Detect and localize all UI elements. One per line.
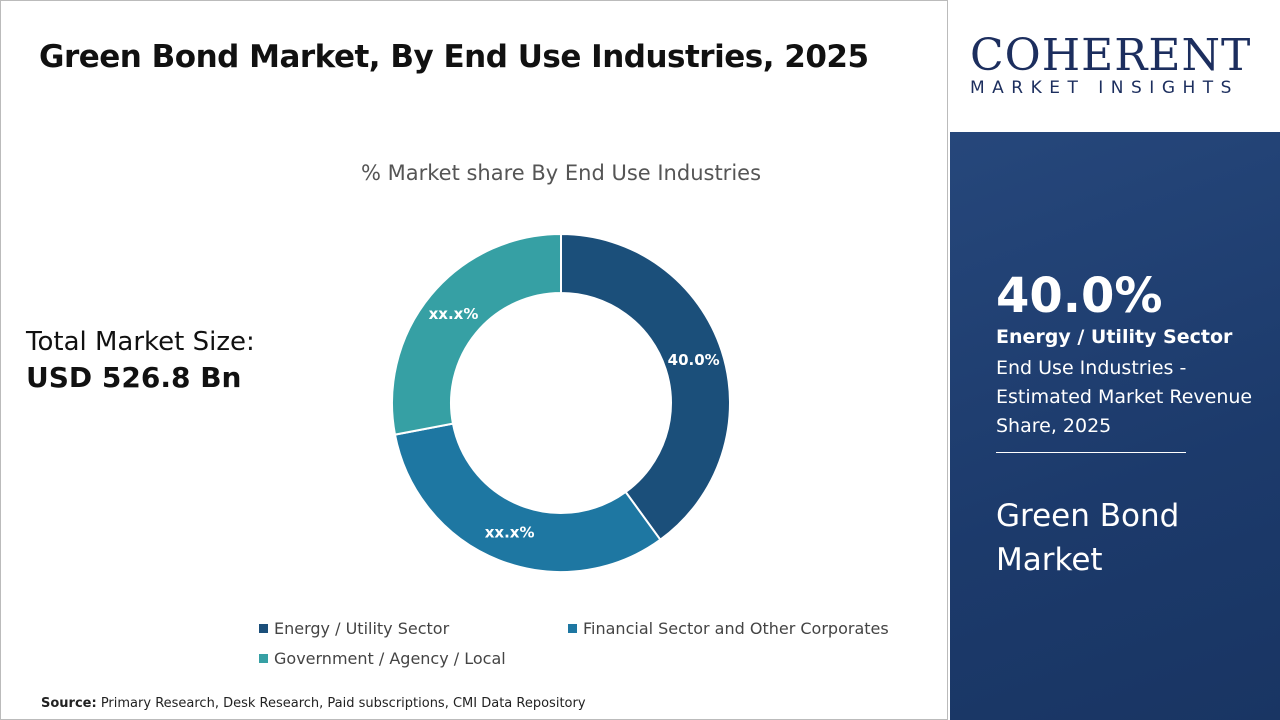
logo-tagline: MARKET INSIGHTS xyxy=(970,78,1239,98)
data-label: xx.x% xyxy=(485,524,535,542)
donut-slice xyxy=(393,422,662,573)
highlight-segment: Energy / Utility Sector xyxy=(996,326,1233,348)
legend-label: Financial Sector and Other Corporates xyxy=(583,619,889,638)
legend-swatch xyxy=(259,624,268,633)
legend-item-energy: Energy / Utility Sector xyxy=(259,619,449,638)
logo-name: COHERENT xyxy=(970,30,1252,81)
data-label: xx.x% xyxy=(429,305,479,323)
data-label: 40.0% xyxy=(668,351,720,369)
legend-swatch xyxy=(259,654,268,663)
source-label: Source: xyxy=(41,696,97,711)
legend-label: Energy / Utility Sector xyxy=(274,619,450,638)
donut-slice xyxy=(560,232,731,542)
chart-title: % Market share By End Use Industries xyxy=(360,161,762,185)
highlight-panel: 40.0% Energy / Utility Sector End Use In… xyxy=(950,132,1280,720)
donut-chart: 40.0% xx.x% xx.x% xyxy=(391,232,731,573)
total-market-size: Total Market Size: USD 526.8 Bn xyxy=(26,327,255,394)
total-label: Total Market Size: xyxy=(26,327,255,357)
chart-area: Green Bond Market, By End Use Industries… xyxy=(0,0,948,720)
market-name: Green Bond Market xyxy=(996,498,1180,578)
legend-item-government: Government / Agency / Local xyxy=(259,649,506,668)
total-value: USD 526.8 Bn xyxy=(26,361,242,394)
source-text: Primary Research, Desk Research, Paid su… xyxy=(96,696,586,711)
highlight-description: End Use Industries - Estimated Market Re… xyxy=(996,357,1253,437)
legend-label: Government / Agency / Local xyxy=(274,649,506,668)
highlight-percent: 40.0% xyxy=(996,268,1163,324)
legend-item-financial: Financial Sector and Other Corporates xyxy=(568,619,889,638)
logo: COHERENT MARKET INSIGHTS xyxy=(950,0,1280,132)
legend-swatch xyxy=(568,624,577,633)
page-title: Green Bond Market, By End Use Industries… xyxy=(39,39,869,75)
divider xyxy=(996,452,1186,453)
source-note: Source: Primary Research, Desk Research,… xyxy=(41,696,586,711)
donut-slice xyxy=(391,232,562,436)
